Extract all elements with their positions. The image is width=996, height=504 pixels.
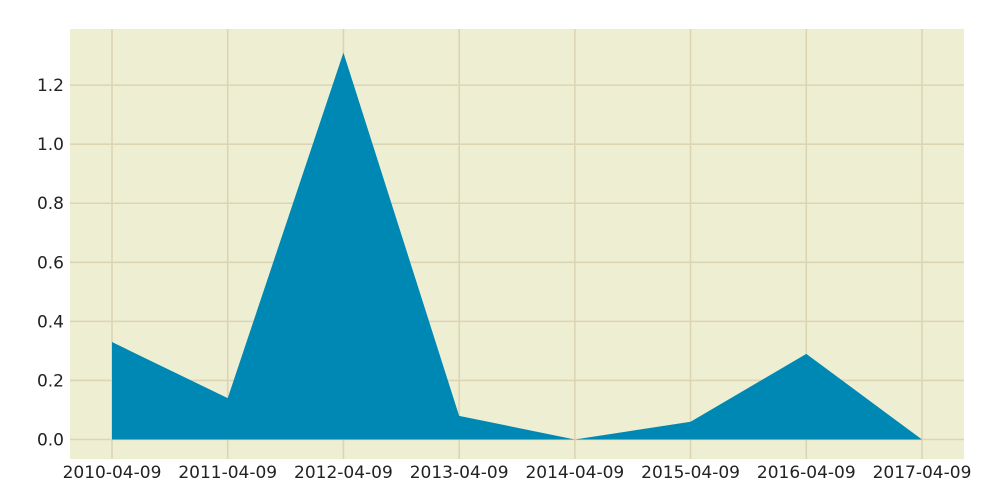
area-series xyxy=(112,52,922,440)
x-tick-label: 2017-04-09 xyxy=(873,463,972,483)
x-tick-label: 2012-04-09 xyxy=(294,463,393,483)
y-tick-label: 0.6 xyxy=(37,253,64,273)
y-tick-label: 1.2 xyxy=(37,76,64,96)
y-tick-label: 0.8 xyxy=(37,194,64,214)
y-tick-label: 0.0 xyxy=(37,431,64,451)
x-tick-label: 2013-04-09 xyxy=(410,463,509,483)
y-tick-label: 1.0 xyxy=(37,135,64,155)
x-tick-label: 2015-04-09 xyxy=(641,463,740,483)
x-axis-ticks: 2010-04-09 2011-04-09 2012-04-09 2013-04-09… xyxy=(63,463,972,483)
x-tick-label: 2014-04-09 xyxy=(525,463,624,483)
x-tick-label: 2010-04-09 xyxy=(63,463,162,483)
y-axis-ticks: 0.0 0.2 0.4 0.6 0.8 1.0 1.2 xyxy=(37,76,64,450)
x-tick-label: 2016-04-09 xyxy=(757,463,856,483)
y-tick-label: 0.2 xyxy=(37,371,64,391)
y-tick-label: 0.4 xyxy=(37,312,64,332)
x-tick-label: 2011-04-09 xyxy=(178,463,277,483)
